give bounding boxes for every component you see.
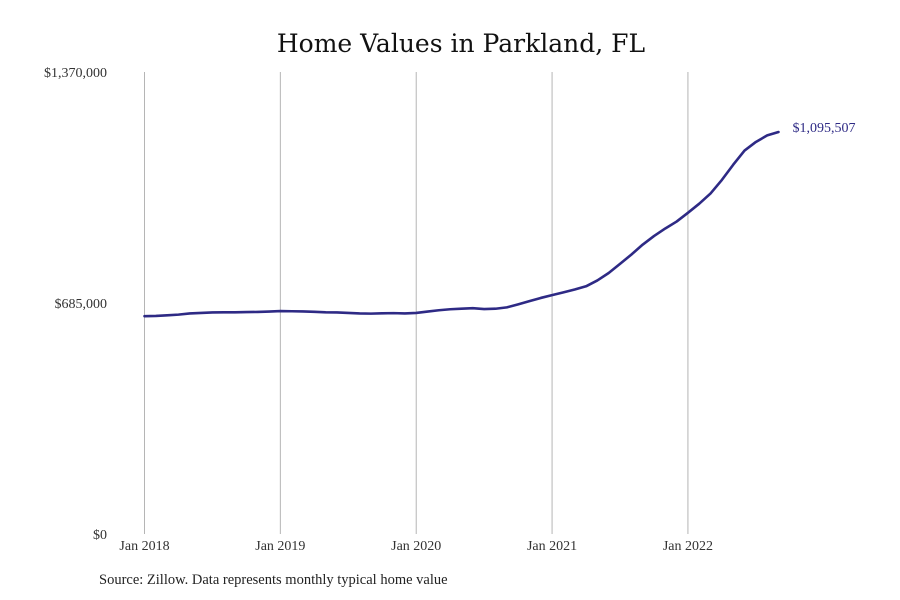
x-tick-label: Jan 2018 [119, 539, 169, 554]
chart-title: Home Values in Parkland, FL [277, 29, 645, 58]
y-tick-label: $1,370,000 [44, 66, 107, 81]
end-value-label: $1,095,507 [793, 121, 856, 136]
x-tick-label: Jan 2021 [527, 539, 577, 554]
x-tick-label: Jan 2019 [255, 539, 305, 554]
series-group: $1,095,507 [143, 121, 856, 318]
x-tick-label: Jan 2020 [391, 539, 441, 554]
y-tick-label: $685,000 [55, 297, 108, 312]
y-tick-label: $0 [93, 528, 107, 543]
y-axis-labels: $0 $685,000 $1,370,000 [44, 66, 107, 543]
x-axis-labels: Jan 2018 Jan 2019 Jan 2020 Jan 2021 Jan 2022 [119, 539, 713, 554]
source-note: Source: Zillow. Data represents monthly … [99, 572, 448, 588]
series-line [143, 130, 780, 318]
x-tick-label: Jan 2022 [663, 539, 713, 554]
vertical-gridlines [144, 72, 689, 534]
